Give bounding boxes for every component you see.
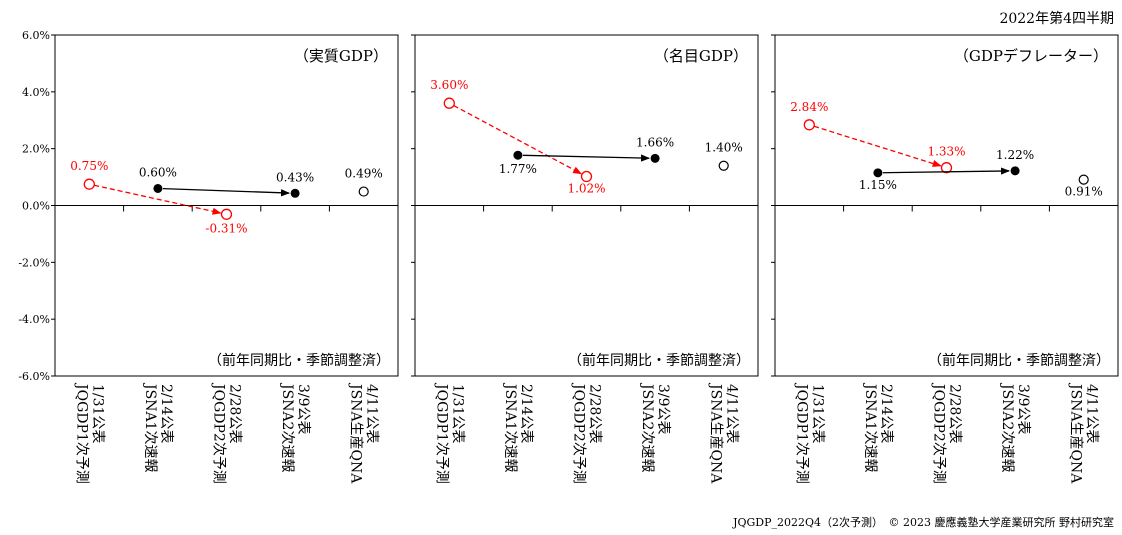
panel-note: （前年同期比・季節調整済） — [208, 352, 390, 369]
category-label: JQGDP1次予測 — [73, 382, 89, 484]
category-label: 2/28公表 — [227, 384, 243, 443]
forecast-point — [940, 162, 953, 174]
official-point — [873, 168, 883, 178]
data-label: 1.66% — [636, 135, 674, 149]
qna-point — [358, 186, 369, 197]
panel-3: （GDPデフレーター） （前年同期比・季節調整済） 2.84% 1.15% 1.33% 1… — [771, 34, 1119, 484]
official-arrow — [522, 154, 651, 162]
forecast-arrow — [94, 184, 222, 215]
forecast-point — [803, 119, 815, 131]
official-point — [1010, 166, 1020, 176]
panel-note: （前年同期比・季節調整済） — [928, 352, 1110, 369]
official-point — [290, 188, 300, 198]
data-label: 1.33% — [927, 145, 965, 159]
footer-credit: JQGDP_2022Q4（2次予測） © 2023 慶應義塾大学産業研究所 野村… — [733, 516, 1114, 529]
category-label: 1/31公表 — [449, 384, 465, 443]
data-label: 0.49% — [345, 167, 383, 181]
data-label: -0.31% — [205, 221, 247, 235]
category-label: 4/11公表 — [1084, 384, 1100, 443]
category-label: 2/14公表 — [158, 384, 174, 443]
data-label: 1.40% — [705, 141, 743, 155]
data-label: 1.22% — [996, 148, 1034, 162]
category-label: 3/9公表 — [655, 384, 671, 435]
panel-title: （名目GDP） — [654, 47, 748, 65]
category-label: JSNA2次速報 — [279, 382, 295, 472]
category-label: 2/14公表 — [878, 384, 894, 443]
forecast-point — [580, 170, 593, 183]
y-tick-label: -2.0% — [18, 256, 50, 269]
data-label: 0.43% — [276, 170, 314, 184]
category-label: JSNA生産QNA — [708, 382, 724, 484]
forecast-arrow — [453, 104, 583, 175]
category-label: JSNA2次速報 — [999, 382, 1015, 472]
forecast-point — [443, 97, 455, 109]
category-label: JQGDP2次予測 — [571, 382, 587, 484]
category-label: JSNA生産QNA — [348, 382, 364, 484]
y-tick-label: 6.0% — [22, 29, 50, 42]
y-tick-label: 2.0% — [22, 143, 50, 156]
category-label: JSNA1次速報 — [862, 382, 878, 472]
forecast-arrow — [813, 125, 942, 167]
data-label: 1.02% — [567, 182, 605, 196]
qna-point — [1078, 174, 1089, 185]
category-label: 1/31公表 — [89, 384, 105, 443]
panel-note: （前年同期比・季節調整済） — [568, 352, 750, 369]
y-tick-label: -6.0% — [18, 370, 50, 383]
category-label: 4/11公表 — [364, 384, 380, 443]
period-label: 2022年第4四半期 — [999, 11, 1114, 27]
y-tick-label: 4.0% — [22, 86, 50, 99]
y-tick-label: -4.0% — [18, 313, 50, 326]
panel-2: （名目GDP） （前年同期比・季節調整済） 3.60% 1.77% 1.02% 1.66%… — [411, 34, 759, 484]
official-point — [153, 183, 163, 193]
official-point — [513, 150, 523, 160]
category-label: 2/14公表 — [518, 384, 534, 443]
category-label: JSNA生産QNA — [1068, 382, 1084, 484]
category-label: 3/9公表 — [295, 384, 311, 435]
official-arrow — [882, 167, 1011, 175]
data-label: 0.60% — [139, 165, 177, 179]
data-label: 0.75% — [70, 159, 108, 173]
category-label: 3/9公表 — [1015, 384, 1031, 435]
data-label: 0.91% — [1065, 185, 1103, 199]
data-label: 2.84% — [790, 100, 828, 114]
data-label: 1.77% — [499, 162, 537, 176]
category-label: JQGDP1次予測 — [433, 382, 449, 484]
panel-title: （GDPデフレーター） — [954, 47, 1108, 65]
official-arrow — [162, 187, 291, 197]
y-tick-label: 0.0% — [22, 200, 50, 213]
category-label: JSNA2次速報 — [639, 382, 655, 472]
category-label: JQGDP1次予測 — [793, 382, 809, 484]
category-label: JSNA1次速報 — [142, 382, 158, 472]
panel-1: （実質GDP） （前年同期比・季節調整済） 0.75% 0.60% -0.31% 0.43… — [51, 34, 399, 484]
panel-title: （実質GDP） — [294, 47, 388, 65]
official-point — [650, 153, 660, 163]
category-label: 2/28公表 — [587, 384, 603, 443]
category-label: 4/11公表 — [724, 384, 740, 443]
category-label: 2/28公表 — [947, 384, 963, 443]
category-label: 1/31公表 — [809, 384, 825, 443]
data-label: 3.60% — [430, 78, 468, 92]
forecast-point — [220, 208, 233, 220]
category-label: JQGDP2次予測 — [931, 382, 947, 484]
data-label: 1.15% — [859, 178, 897, 192]
qna-point — [718, 160, 729, 171]
category-label: JSNA1次速報 — [502, 382, 518, 472]
forecast-point — [83, 178, 95, 190]
category-label: JQGDP2次予測 — [211, 382, 227, 484]
